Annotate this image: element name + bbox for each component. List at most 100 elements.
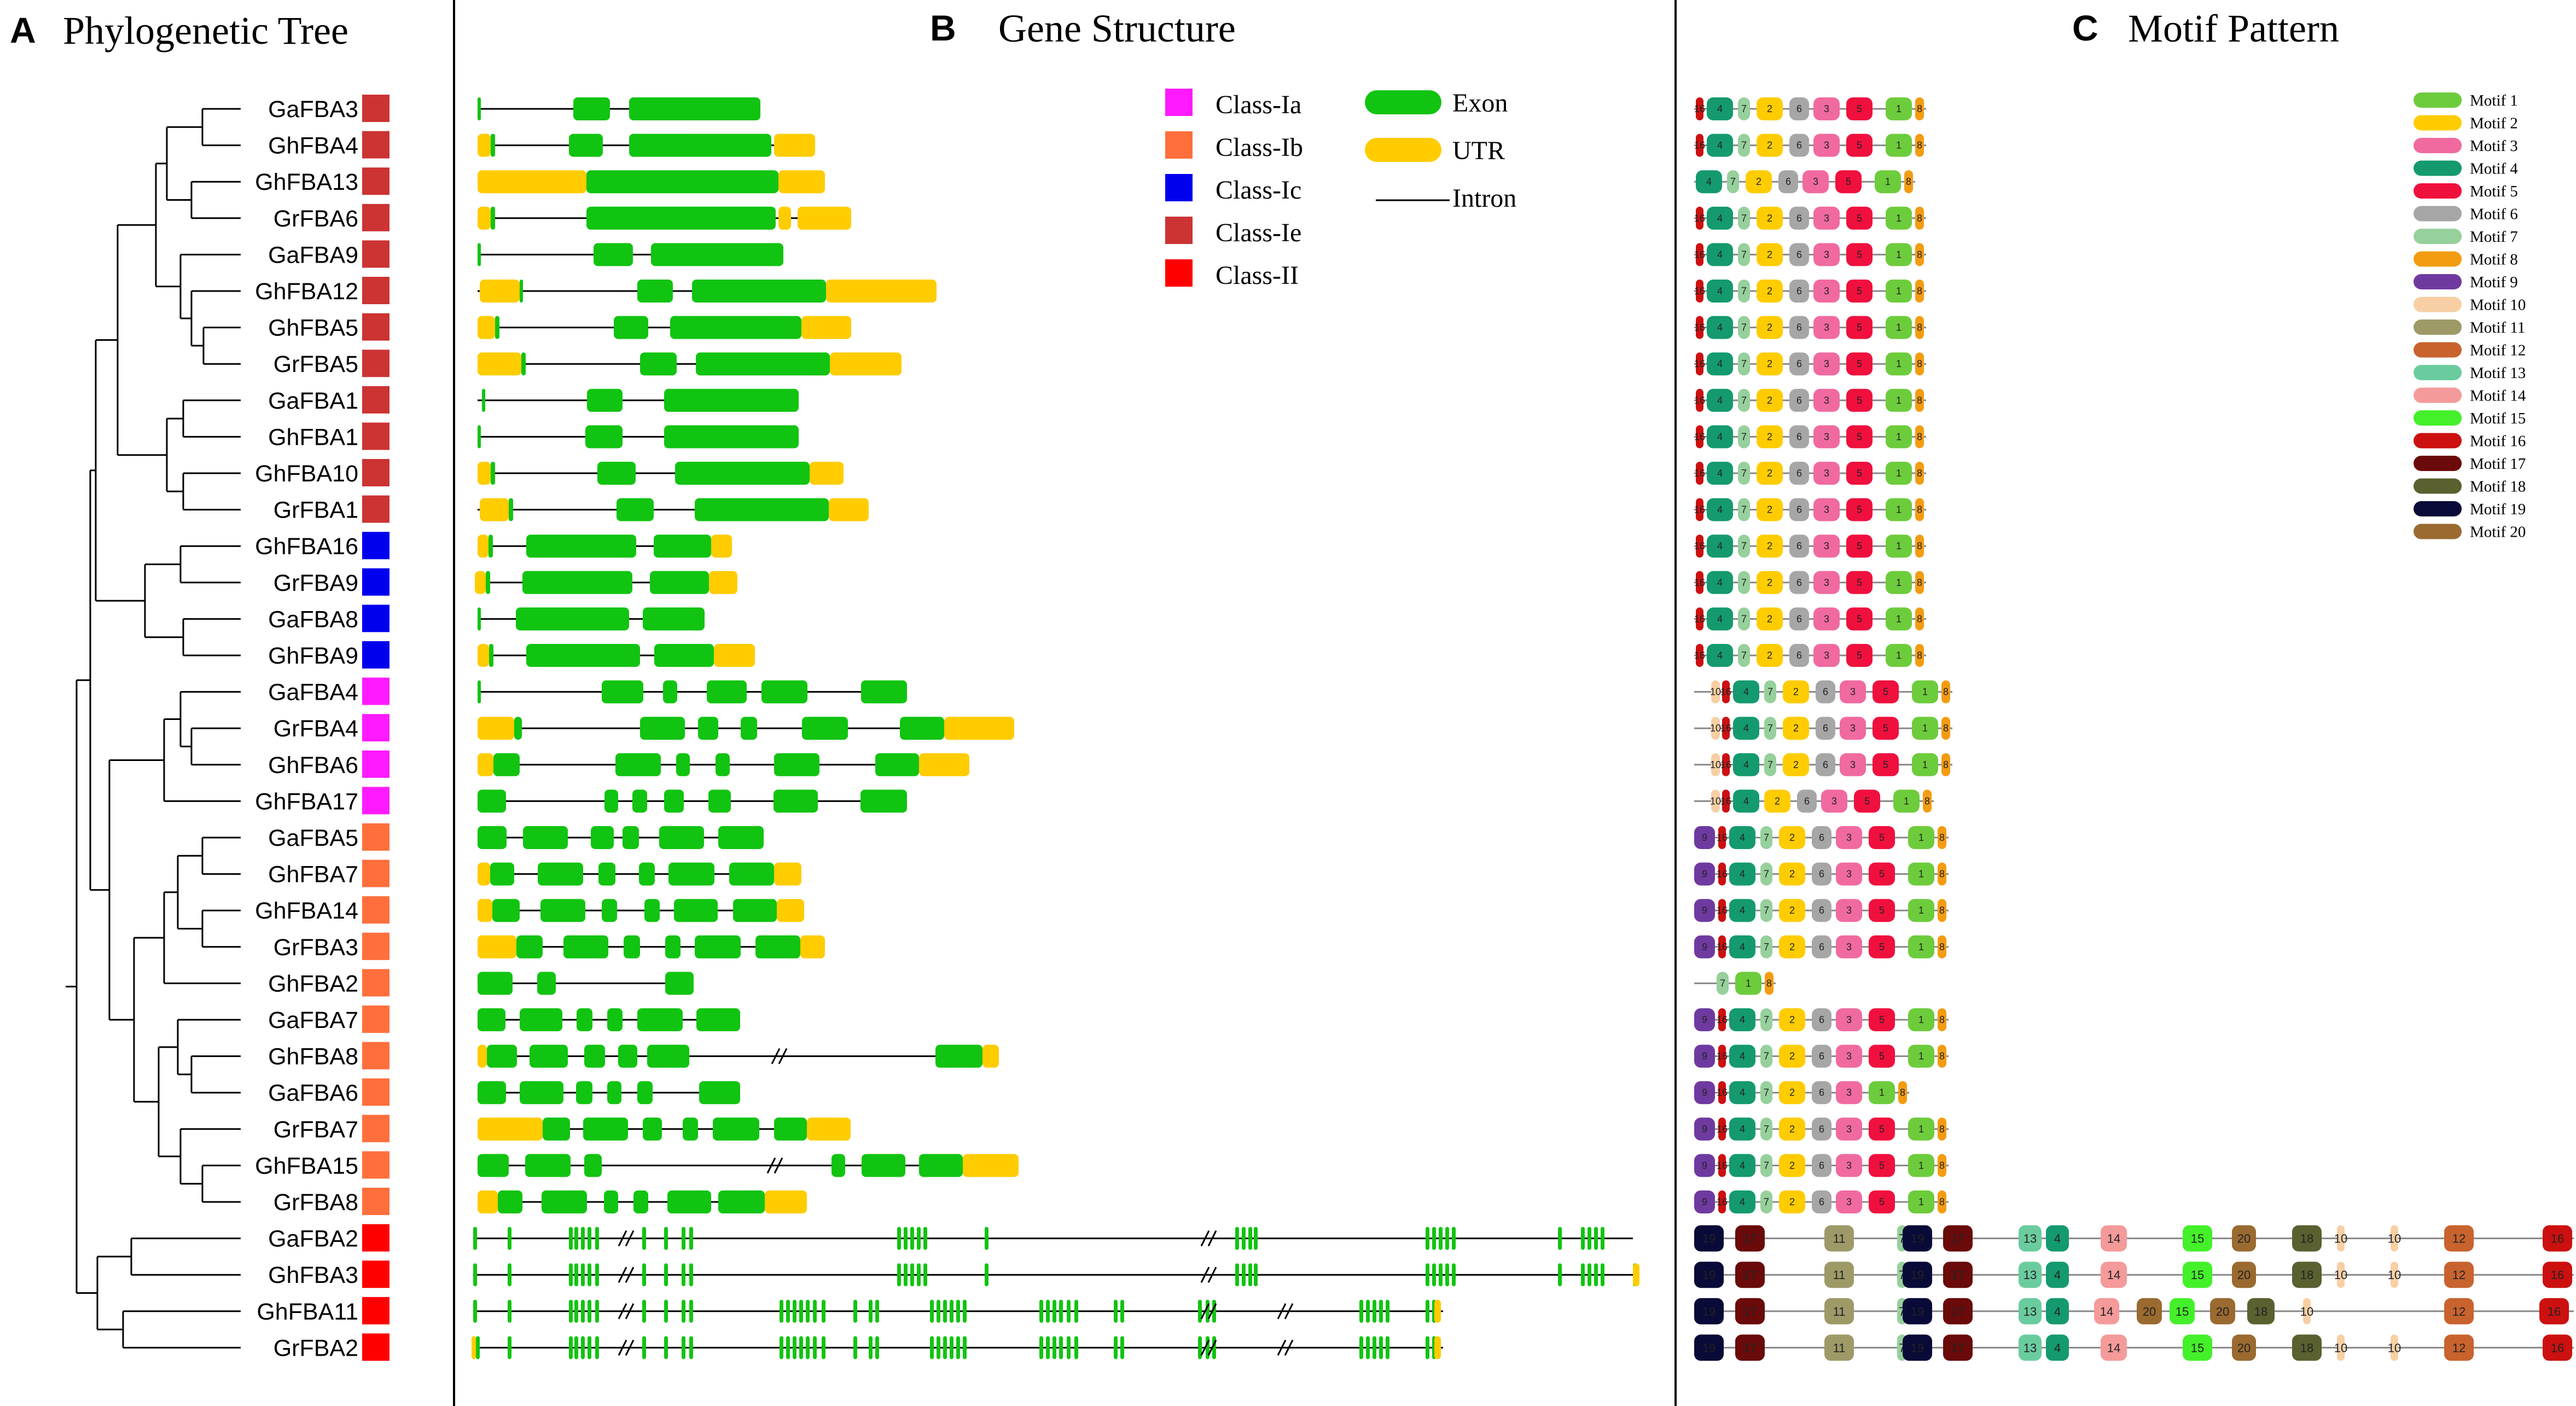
motif-label: 7	[1741, 322, 1747, 333]
motif-label: 18	[2300, 1232, 2313, 1246]
motif-16	[1718, 1081, 1726, 1105]
exon	[917, 1263, 921, 1287]
exon	[943, 1336, 947, 1359]
motif-label: 3	[1846, 1014, 1852, 1025]
motif-16	[1696, 388, 1703, 412]
utr	[830, 352, 902, 376]
motif-3	[1836, 826, 1862, 849]
motif-19	[1903, 1262, 1932, 1288]
motif-label: 3	[1824, 249, 1829, 260]
motif-label: 18	[2300, 1268, 2313, 1282]
exon	[950, 1299, 953, 1323]
exon	[585, 425, 623, 449]
motif-4	[1696, 170, 1722, 194]
motif-1	[1912, 753, 1938, 776]
gene-name-grfba3: GrFBA3	[274, 934, 358, 961]
exon	[1426, 1299, 1429, 1323]
motif-7	[1738, 133, 1750, 157]
motif-16	[1718, 1190, 1726, 1213]
motif-6	[1789, 462, 1809, 485]
motif-7	[1764, 680, 1776, 704]
motif-16	[1696, 607, 1703, 631]
exon	[1386, 1336, 1389, 1359]
motif-label: 5	[1879, 1196, 1885, 1207]
exon	[637, 280, 673, 303]
motif-7	[1738, 280, 1750, 303]
exon	[695, 498, 829, 521]
exon	[985, 1263, 988, 1287]
exon	[583, 1117, 628, 1141]
motif-patterns: 16 4 7 2 6 3 5 1 816 4 7 2 6 3 5 1 84 7 2 6 3 5 1 816 4 7 2 6 3 5 1 816…	[1694, 97, 2574, 1361]
utr	[774, 862, 801, 886]
class-box-ghfba15	[362, 1151, 389, 1179]
motif-16	[1718, 899, 1726, 922]
motif-1	[1886, 316, 1912, 339]
motif-14	[2101, 1334, 2127, 1361]
exon	[1254, 1227, 1258, 1250]
motif-9	[1694, 826, 1715, 849]
motif-6	[1789, 243, 1809, 266]
exon	[1426, 1263, 1429, 1287]
motif-3	[1836, 935, 1862, 958]
motif-label: 1	[1918, 1124, 1924, 1135]
motif-label: 4	[1740, 1087, 1745, 1098]
motif-label: 16	[1694, 431, 1705, 442]
motif-4	[1733, 789, 1759, 813]
motif-label: 2	[1767, 213, 1772, 224]
motif-7	[1727, 170, 1739, 194]
exon	[574, 1227, 578, 1250]
motif-16	[1718, 935, 1726, 958]
motif-label: 2	[1789, 905, 1795, 916]
gene-name-ghfba15: GhFBA15	[255, 1153, 358, 1179]
motif-1	[1912, 680, 1938, 704]
motif-label: 8	[1917, 541, 1922, 551]
class-box-ghfba9	[362, 641, 389, 669]
motif-4	[1707, 243, 1733, 266]
exon	[930, 1336, 934, 1359]
exon	[664, 1336, 668, 1359]
utr	[826, 280, 937, 303]
motif-16	[1722, 789, 1730, 813]
gene-name-ghfba16: GhFBA16	[255, 533, 358, 560]
motif-17	[1943, 1334, 1973, 1361]
motif-8	[1915, 352, 1924, 376]
motif-10	[2391, 1334, 2398, 1361]
exon	[1114, 1299, 1118, 1323]
motif-7	[1760, 1117, 1772, 1141]
exon	[689, 1263, 693, 1287]
class-box-ghfba8	[362, 1042, 389, 1070]
exon	[1445, 1227, 1449, 1250]
motif-8	[1938, 1117, 1946, 1141]
motif-5	[1869, 1044, 1895, 1068]
motif-legend-label-20: Motif 20	[2470, 524, 2526, 541]
motif-label: 16	[1694, 140, 1705, 151]
exon	[650, 571, 709, 594]
motif-6	[1812, 1190, 1831, 1213]
exon	[598, 862, 615, 886]
motif-label: 8	[1917, 322, 1922, 333]
exon	[1594, 1227, 1598, 1250]
motif-label: 3	[1850, 723, 1856, 734]
motif-9	[1694, 899, 1715, 922]
motif-label: 12	[2452, 1268, 2465, 1282]
motif-7	[1738, 97, 1750, 120]
motif-20	[2232, 1225, 2256, 1252]
motif-label: 7	[1741, 358, 1747, 369]
motif-20	[2232, 1334, 2256, 1361]
motif-6	[1812, 1117, 1831, 1141]
class-box-grfba6	[362, 204, 389, 231]
break-mark	[1207, 1339, 1217, 1356]
motif-7	[1738, 607, 1750, 631]
exon	[482, 388, 485, 412]
motif-label: 4	[1717, 541, 1723, 551]
motif-legend-label-11: Motif 11	[2470, 319, 2525, 336]
motif-label: 16	[1694, 577, 1705, 588]
motif-label: 8	[1900, 1087, 1905, 1098]
exon	[588, 1227, 591, 1250]
motif-label: 7	[1741, 468, 1747, 479]
exon	[490, 862, 514, 886]
motif-label: 17	[1951, 1268, 1964, 1282]
motif-legend-swatch-5	[2414, 183, 2462, 199]
motif-label: 2	[1789, 1160, 1795, 1171]
motif-10	[1711, 789, 1720, 813]
